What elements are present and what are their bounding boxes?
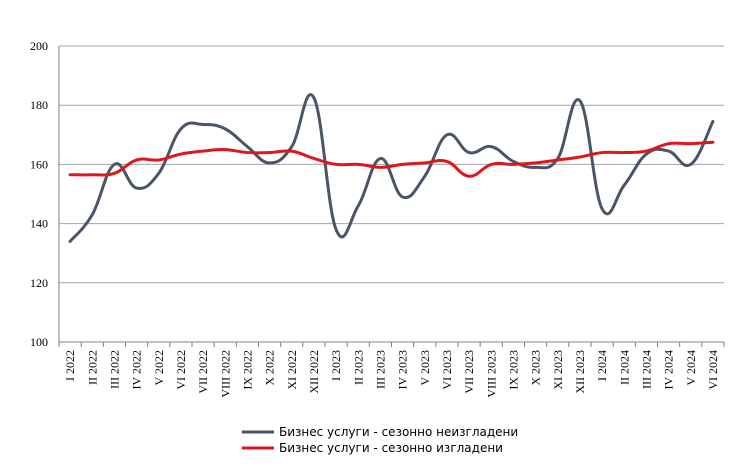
x-tick-label: I 2022 (63, 350, 77, 381)
legend-label-1: Бизнес услуги - сезонно неизгладени (279, 425, 518, 439)
x-tick-label: II 2024 (617, 350, 631, 385)
x-tick-label: VII 2022 (196, 350, 210, 394)
x-tick-label: VIII 2022 (218, 350, 232, 398)
x-tick-label: IV 2024 (662, 350, 676, 389)
series-lines (68, 93, 715, 243)
x-tick-labels: I 2022 II 2022 III 2022 IV 2022 V 2022 VI 202… (63, 350, 720, 398)
y-tick-label: 100 (30, 335, 48, 349)
x-tick-label: VI 2023 (440, 350, 454, 390)
x-tick-label: III 2023 (373, 350, 387, 389)
series-line-2 (68, 140, 715, 178)
x-tick-label: IX 2023 (506, 350, 520, 390)
x-tick-label: I 2024 (595, 350, 609, 381)
axes (58, 46, 725, 347)
y-tick-label: 180 (30, 98, 48, 112)
legend: Бизнес услуги - сезонно неизгладени Бизне… (242, 425, 518, 455)
x-tick-label: II 2022 (85, 350, 99, 385)
series-line-1 (68, 93, 715, 243)
x-tick-label: V 2023 (418, 350, 432, 385)
x-tick-label: III 2022 (107, 350, 121, 389)
x-tick-label: VIII 2023 (484, 350, 498, 398)
x-tick-label: VI 2024 (706, 350, 720, 390)
x-tick-label: X 2022 (263, 350, 277, 386)
x-tick-label: XII 2023 (573, 350, 587, 394)
x-tick-label: V 2022 (152, 350, 166, 385)
y-tick-label: 140 (30, 217, 48, 231)
x-tick-label: IV 2022 (130, 350, 144, 389)
x-tick-label: VII 2023 (462, 350, 476, 394)
x-tick-label: I 2023 (329, 350, 343, 381)
x-tick-label: VI 2022 (174, 350, 188, 390)
x-tick-label: III 2024 (639, 350, 653, 389)
y-tick-labels: 100 120 140 160 180 200 (30, 39, 48, 349)
x-tick-label: IV 2023 (396, 350, 410, 389)
y-tick-label: 160 (30, 157, 48, 171)
x-tick-label: V 2024 (684, 350, 698, 385)
x-tick-label: II 2023 (351, 350, 365, 385)
x-tick-label: XII 2022 (307, 350, 321, 394)
gridlines (59, 45, 724, 284)
x-tick-label: XI 2022 (285, 350, 299, 390)
x-tick-label: XI 2023 (551, 350, 565, 390)
x-tick-label: IX 2022 (240, 350, 254, 390)
x-tick-label: X 2023 (529, 350, 543, 386)
y-tick-label: 200 (30, 39, 48, 53)
y-tick-label: 120 (30, 276, 48, 290)
legend-label-2: Бизнес услуги - сезонно изгладени (279, 441, 503, 455)
